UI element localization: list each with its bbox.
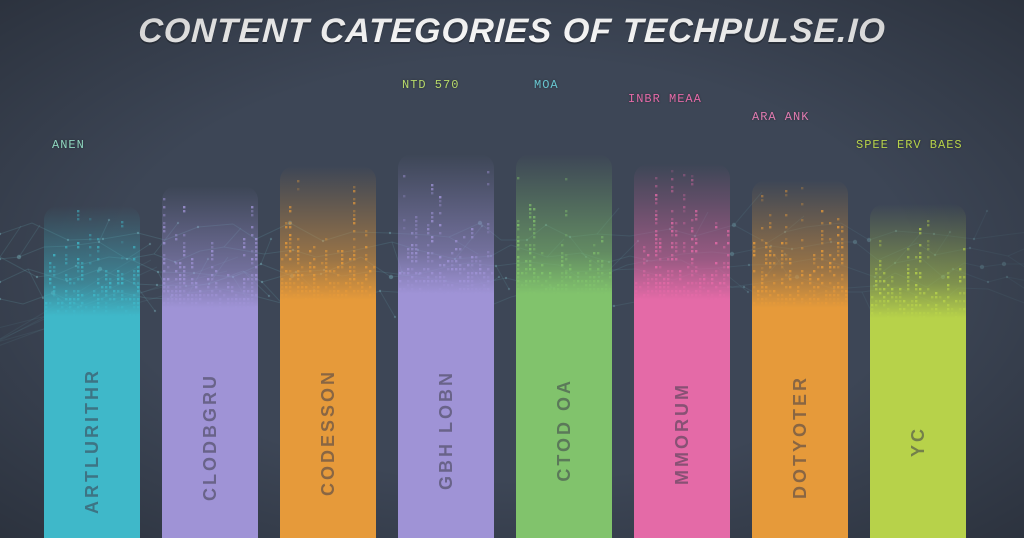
bar-pixel-texture xyxy=(516,154,612,294)
category-bar: CLODBGRU xyxy=(162,186,258,538)
bar-pixel-texture xyxy=(398,154,494,294)
bar-label: CLODBGRU xyxy=(200,373,221,501)
bar-top-label: MOA xyxy=(534,78,559,92)
bar-label-wrap: ARTLURITHR xyxy=(44,316,140,538)
bar-top-label: ARA ANK xyxy=(752,110,809,124)
bar-top-label: NTD 570 xyxy=(402,78,459,92)
bar-top-label: INBR MEAA xyxy=(628,92,702,106)
category-bar: YC xyxy=(870,204,966,538)
bar-pixel-texture xyxy=(634,164,730,300)
category-bar: MMORUM xyxy=(634,164,730,538)
bar-pixel-texture xyxy=(870,204,966,318)
bar-pixel-texture xyxy=(752,180,848,308)
bar-label-wrap: MMORUM xyxy=(634,300,730,538)
bar-label-wrap: CODESSON xyxy=(280,300,376,538)
category-bar: ARTLURITHR xyxy=(44,206,140,538)
category-bar: GBH LOBN xyxy=(398,154,494,538)
bar-label-wrap: CLODBGRU xyxy=(162,308,258,538)
bar-label: YC xyxy=(908,426,929,457)
bar-label-wrap: DOTYOTER xyxy=(752,308,848,538)
bar-pixel-texture xyxy=(44,206,140,316)
bar-label: CTOD OA xyxy=(554,378,575,482)
infographic-stage: CONTENT CATEGORIES OF TECHPULSE.IO ARTLU… xyxy=(0,0,1024,538)
category-bar: CODESSON xyxy=(280,166,376,538)
category-bar: CTOD OA xyxy=(516,154,612,538)
bar-label-wrap: GBH LOBN xyxy=(398,294,494,538)
bar-label: ARTLURITHR xyxy=(82,368,103,514)
category-bar: DOTYOTER xyxy=(752,180,848,538)
bar-top-label: ANEN xyxy=(52,138,85,152)
bar-label-wrap: CTOD OA xyxy=(516,294,612,538)
bar-pixel-texture xyxy=(162,186,258,308)
bar-label: MMORUM xyxy=(672,382,693,485)
page-title: CONTENT CATEGORIES OF TECHPULSE.IO xyxy=(0,12,1024,51)
bar-label-wrap: YC xyxy=(870,318,966,538)
bar-pixel-texture xyxy=(280,166,376,300)
bar-label: CODESSON xyxy=(318,369,339,496)
bar-top-label: SPEE ERV BAES xyxy=(856,138,963,152)
bar-label: DOTYOTER xyxy=(790,375,811,499)
bar-label: GBH LOBN xyxy=(436,370,457,490)
